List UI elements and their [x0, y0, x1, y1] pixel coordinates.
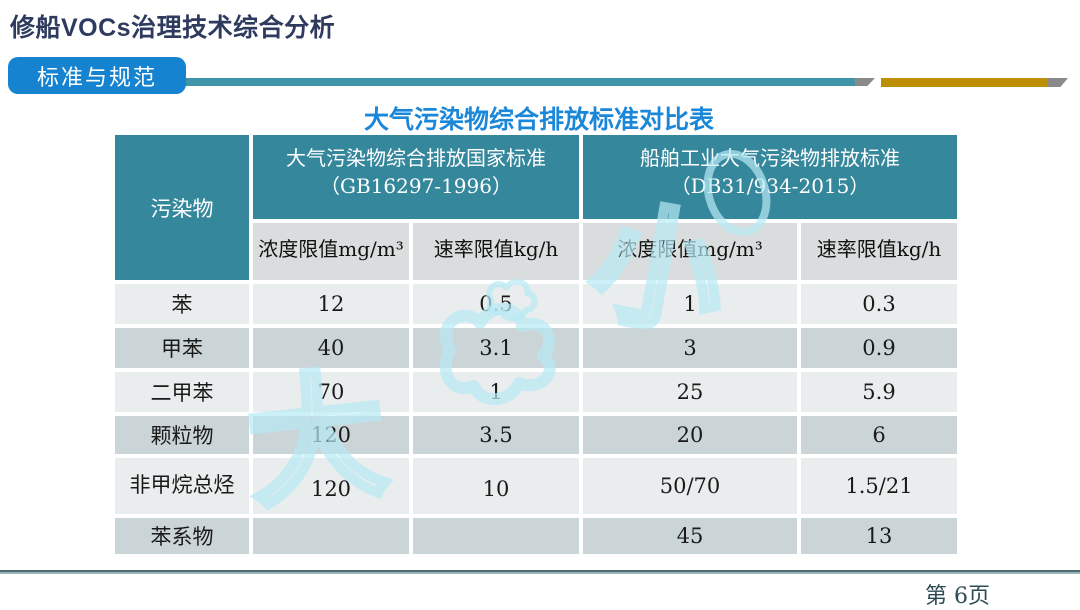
db-standard-header-cell: 船舶工业大气污染物排放标准 （DB31/934-2015）	[583, 135, 957, 219]
footer-divider	[0, 570, 1080, 574]
value-cell: 0.3	[801, 284, 957, 324]
value-cell	[253, 518, 409, 554]
value-cell: 1.5/21	[801, 458, 957, 514]
table-row-benzene-series: 苯系物 45 13	[115, 518, 957, 554]
value-cell: 120	[253, 458, 409, 514]
db-standard-code: （DB31/934-2015）	[670, 174, 870, 198]
table-header-row-subcolumns: 浓度限值mg/m³ 速率限值kg/h 浓度限值mg/m³ 速率限值kg/h	[115, 223, 957, 280]
pollutant-cell: 苯系物	[115, 518, 249, 554]
value-cell: 0.5	[413, 284, 579, 324]
value-cell: 6	[801, 416, 957, 454]
value-cell: 1	[583, 284, 797, 324]
table-title: 大气污染物综合排放标准对比表	[363, 106, 714, 134]
slide-title: 修船VOCs治理技术综合分析	[10, 14, 336, 42]
subheader-db-rate: 速率限值kg/h	[801, 223, 957, 280]
gb-standard-code: （GB16297-1996）	[320, 174, 512, 198]
value-cell: 13	[801, 518, 957, 554]
gold-rule-tip	[1048, 78, 1068, 87]
value-cell: 12	[253, 284, 409, 324]
gb-standard-name: 大气污染物综合排放国家标准	[286, 146, 546, 170]
value-cell: 20	[583, 416, 797, 454]
value-cell: 3.5	[413, 416, 579, 454]
subheader-gb-concentration: 浓度限值mg/m³	[253, 223, 409, 280]
section-tab: 标准与规范	[8, 57, 186, 94]
value-cell: 70	[253, 372, 409, 412]
value-cell: 45	[583, 518, 797, 554]
pollutant-header-cell: 污染物	[115, 135, 249, 280]
table-row-toluene: 甲苯 40 3.1 3 0.9	[115, 328, 957, 368]
value-cell: 5.9	[801, 372, 957, 412]
page-number: 第 6页	[925, 584, 990, 609]
pollutant-cell: 甲苯	[115, 328, 249, 368]
gb-standard-header-cell: 大气污染物综合排放国家标准 （GB16297-1996）	[253, 135, 579, 219]
value-cell: 40	[253, 328, 409, 368]
teal-rule	[120, 78, 855, 86]
value-cell: 0.9	[801, 328, 957, 368]
pollutant-cell: 二甲苯	[115, 372, 249, 412]
gold-rule	[881, 78, 1048, 87]
table-row-particulates: 颗粒物 120 3.5 20 6	[115, 416, 957, 454]
value-cell: 25	[583, 372, 797, 412]
pollutant-cell: 颗粒物	[115, 416, 249, 454]
subheader-db-concentration: 浓度限值mg/m³	[583, 223, 797, 280]
value-cell	[413, 518, 579, 554]
table-row-benzene: 苯 12 0.5 1 0.3	[115, 284, 957, 324]
value-cell: 50/70	[583, 458, 797, 514]
table-row-xylene: 二甲苯 70 1 25 5.9	[115, 372, 957, 412]
value-cell: 10	[413, 458, 579, 514]
subheader-gb-rate: 速率限值kg/h	[413, 223, 579, 280]
table-header-row-groups: 污染物 大气污染物综合排放国家标准 （GB16297-1996） 船舶工业大气污…	[115, 135, 957, 280]
table-row-nmhc: 非甲烷总烃 120 10 50/70 1.5/21	[115, 458, 957, 514]
value-cell: 1	[413, 372, 579, 412]
teal-rule-tip	[855, 78, 875, 86]
pollutant-cell: 苯	[115, 284, 249, 324]
pollutant-cell: 非甲烷总烃	[115, 458, 249, 514]
value-cell: 3	[583, 328, 797, 368]
db-standard-name: 船舶工业大气污染物排放标准	[640, 146, 900, 170]
value-cell: 3.1	[413, 328, 579, 368]
value-cell: 120	[253, 416, 409, 454]
standards-comparison-table: 污染物 大气污染物综合排放国家标准 （GB16297-1996） 船舶工业大气污…	[111, 131, 961, 558]
